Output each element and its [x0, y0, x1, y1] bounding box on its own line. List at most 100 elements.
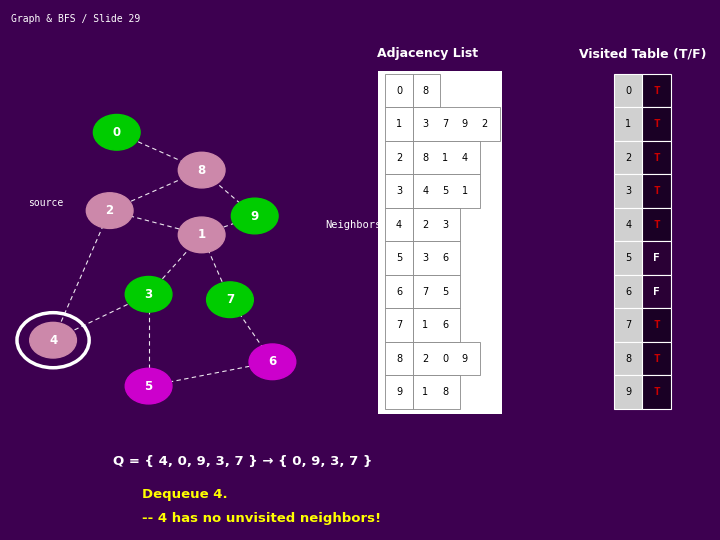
Text: F: F	[653, 253, 660, 263]
Text: 9: 9	[251, 210, 259, 222]
Bar	[413, 342, 480, 375]
Text: 8: 8	[442, 387, 448, 397]
Bar	[614, 141, 642, 174]
Bar	[614, 241, 642, 275]
Bar	[385, 208, 413, 241]
Text: 6: 6	[396, 287, 402, 296]
Text: 2: 2	[422, 354, 428, 363]
Text: 5: 5	[442, 287, 448, 296]
Bar	[413, 275, 460, 308]
Circle shape	[179, 217, 225, 253]
Bar	[642, 275, 671, 308]
Bar	[413, 208, 460, 241]
Circle shape	[231, 198, 278, 234]
Circle shape	[125, 368, 172, 404]
Text: 4: 4	[625, 220, 631, 229]
Bar	[385, 241, 413, 275]
Text: T: T	[653, 153, 660, 163]
Bar	[385, 308, 413, 342]
Circle shape	[179, 152, 225, 188]
Text: 0: 0	[625, 86, 631, 96]
Bar	[642, 241, 671, 275]
Bar	[642, 141, 671, 174]
Text: 8: 8	[396, 354, 402, 363]
Circle shape	[249, 344, 296, 380]
Text: 6: 6	[269, 355, 276, 368]
Text: 2: 2	[396, 153, 402, 163]
Text: Q = { 4, 0, 9, 3, 7 } → { 0, 9, 3, 7 }: Q = { 4, 0, 9, 3, 7 } → { 0, 9, 3, 7 }	[113, 455, 372, 468]
Text: 1: 1	[462, 186, 468, 196]
Text: 1: 1	[625, 119, 631, 129]
Text: 3: 3	[396, 186, 402, 196]
Bar	[642, 342, 671, 375]
Text: 4: 4	[462, 153, 468, 163]
Text: 2: 2	[482, 119, 488, 129]
Text: T: T	[653, 320, 660, 330]
Bar	[413, 174, 480, 208]
Bar	[378, 71, 502, 414]
Text: 2: 2	[625, 153, 631, 163]
Text: 8: 8	[625, 354, 631, 363]
Bar	[642, 107, 671, 141]
Bar	[413, 241, 460, 275]
Text: 8: 8	[422, 153, 428, 163]
Text: T: T	[653, 220, 660, 229]
Text: Neighbors: Neighbors	[325, 220, 410, 229]
Bar	[614, 342, 642, 375]
Text: 0: 0	[396, 86, 402, 96]
Text: 2: 2	[422, 220, 428, 229]
Bar	[642, 375, 671, 409]
Text: 3: 3	[625, 186, 631, 196]
Text: Graph & BFS / Slide 29: Graph & BFS / Slide 29	[11, 14, 140, 24]
Text: T: T	[653, 354, 660, 363]
Bar	[385, 342, 413, 375]
Bar	[385, 174, 413, 208]
Text: 3: 3	[422, 119, 428, 129]
Text: -- 4 has no unvisited neighbors!: -- 4 has no unvisited neighbors!	[142, 512, 381, 525]
Text: 4: 4	[422, 186, 428, 196]
Text: 1: 1	[422, 387, 428, 397]
Text: T: T	[653, 86, 660, 96]
Bar	[413, 308, 460, 342]
Text: 3: 3	[442, 220, 448, 229]
Text: Adjacency List: Adjacency List	[377, 48, 478, 60]
Bar	[642, 208, 671, 241]
Bar	[385, 74, 413, 107]
Text: 8: 8	[197, 164, 206, 177]
Text: T: T	[653, 387, 660, 397]
Text: source: source	[28, 198, 63, 207]
Text: 1: 1	[197, 228, 206, 241]
Text: 5: 5	[442, 186, 448, 196]
Text: 7: 7	[422, 287, 428, 296]
Bar	[413, 107, 500, 141]
Text: 8: 8	[422, 86, 428, 96]
Circle shape	[30, 322, 76, 358]
Text: 9: 9	[396, 387, 402, 397]
Bar	[385, 107, 413, 141]
Text: 5: 5	[145, 380, 153, 393]
Text: 4: 4	[396, 220, 402, 229]
Text: 3: 3	[422, 253, 428, 263]
Text: 4: 4	[49, 334, 57, 347]
Circle shape	[207, 282, 253, 318]
Text: 7: 7	[396, 320, 402, 330]
Text: 2: 2	[106, 204, 114, 217]
Text: 0: 0	[442, 354, 448, 363]
Bar	[614, 375, 642, 409]
Circle shape	[94, 114, 140, 150]
Bar	[385, 275, 413, 308]
Bar	[614, 308, 642, 342]
Text: 9: 9	[462, 119, 468, 129]
Bar	[642, 74, 671, 107]
Bar	[385, 375, 413, 409]
Circle shape	[86, 193, 133, 228]
Text: T: T	[653, 186, 660, 196]
Text: 9: 9	[625, 387, 631, 397]
Text: 3: 3	[145, 288, 153, 301]
Text: 7: 7	[226, 293, 234, 306]
Text: 1: 1	[442, 153, 448, 163]
Text: 9: 9	[462, 354, 468, 363]
Bar	[614, 208, 642, 241]
Bar	[385, 141, 413, 174]
Text: 1: 1	[396, 119, 402, 129]
